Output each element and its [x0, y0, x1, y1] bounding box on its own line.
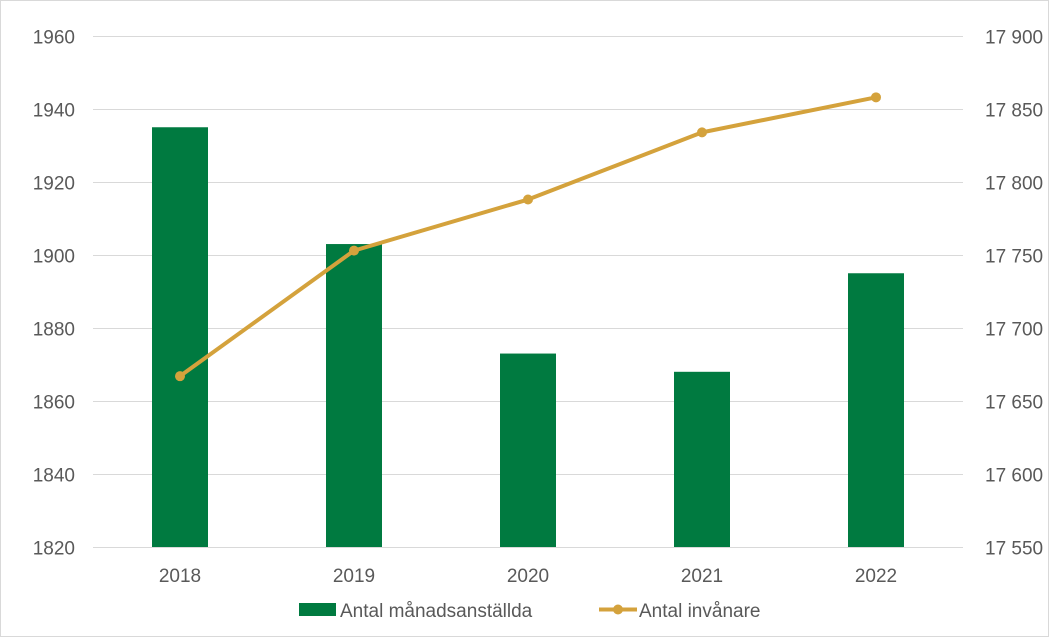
- y-right-tick-label: 17 800: [985, 174, 1043, 195]
- y-right-tick-label: 17 700: [985, 320, 1043, 341]
- y-right-tick-label: 17 650: [985, 393, 1043, 414]
- bar: [848, 273, 904, 547]
- legend-marker-line: [613, 604, 623, 615]
- y-left-tick-label: 1900: [33, 247, 75, 268]
- bar: [674, 371, 730, 547]
- y-right-tick-label: 17 750: [985, 247, 1043, 268]
- y-right-tick-label: 17 850: [985, 101, 1043, 122]
- line-point: [349, 245, 359, 256]
- y-left-tick-label: 1920: [33, 174, 75, 195]
- y-left-tick-label: 1820: [33, 539, 75, 560]
- x-tick-label: 2022: [855, 566, 897, 587]
- legend-label-bar: Antal månadsanställda: [340, 601, 533, 622]
- line-point: [697, 127, 707, 138]
- bar: [152, 127, 208, 547]
- legend-label-line: Antal invånare: [639, 601, 760, 622]
- y-left-tick-label: 1940: [33, 101, 75, 122]
- right-axis-tick-labels: 17 550 17 600 17 650 17 700 17 750 17 800 17 8…: [985, 28, 1043, 560]
- x-tick-label: 2020: [507, 566, 549, 587]
- y-right-tick-label: 17 900: [985, 28, 1043, 49]
- left-axis-tick-labels: 1820 1840 1860 1880 1900 1920 1940 1960: [33, 28, 75, 560]
- x-tick-label: 2019: [333, 566, 375, 587]
- legend-swatch-bar: [299, 603, 336, 616]
- x-axis-tick-labels: 2018 2019 2020 2021 2022: [159, 566, 897, 587]
- legend: Antal månadsanställda Antal invånare: [299, 601, 760, 622]
- line-point: [523, 194, 533, 205]
- line-series: [175, 92, 881, 382]
- bar: [500, 353, 556, 547]
- x-tick-label: 2021: [681, 566, 723, 587]
- y-left-tick-label: 1880: [33, 320, 75, 341]
- bar-series: [152, 127, 904, 548]
- x-tick-label: 2018: [159, 566, 201, 587]
- y-left-tick-label: 1840: [33, 466, 75, 487]
- y-right-tick-label: 17 600: [985, 466, 1043, 487]
- y-right-tick-label: 17 550: [985, 539, 1043, 560]
- series-line: [178, 95, 878, 379]
- line-point: [871, 92, 881, 103]
- y-left-tick-label: 1860: [33, 393, 75, 414]
- y-left-tick-label: 1960: [33, 28, 75, 49]
- bar: [326, 244, 382, 548]
- line-point: [175, 371, 185, 382]
